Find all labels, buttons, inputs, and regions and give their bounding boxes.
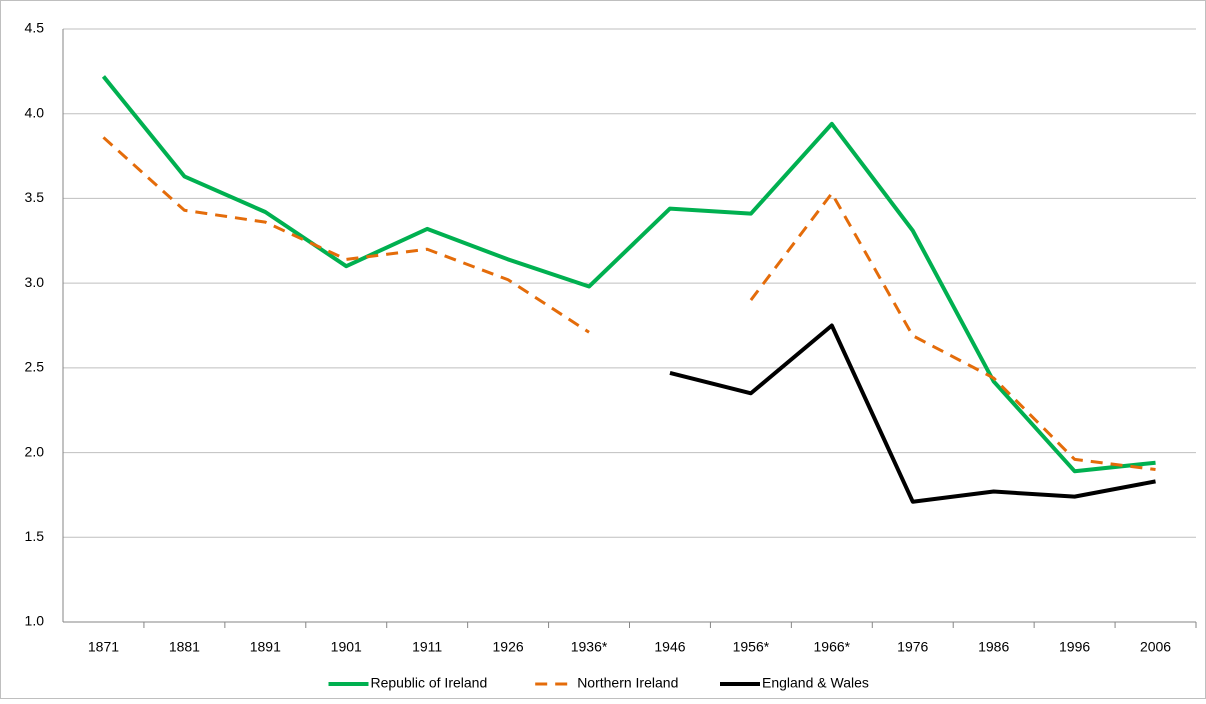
x-tick-label: 1976 bbox=[897, 639, 928, 655]
y-tick-label: 2.0 bbox=[25, 443, 45, 459]
x-tick-label: 1936* bbox=[571, 639, 608, 655]
y-tick-label: 3.5 bbox=[25, 189, 45, 205]
x-tick-label: 1986 bbox=[978, 639, 1009, 655]
legend-label: Republic of Ireland bbox=[371, 675, 488, 691]
x-tick-label: 1946 bbox=[654, 639, 685, 655]
x-tick-label: 1956* bbox=[733, 639, 770, 655]
legend-label: Northern Ireland bbox=[577, 675, 678, 691]
y-tick-label: 1.5 bbox=[25, 528, 45, 544]
y-tick-label: 4.5 bbox=[25, 20, 45, 36]
x-tick-label: 1901 bbox=[331, 639, 362, 655]
series-line bbox=[669, 323, 1156, 504]
x-tick-label: 1926 bbox=[493, 639, 524, 655]
x-tick-label: 1891 bbox=[250, 639, 281, 655]
x-tick-label: 1881 bbox=[169, 639, 200, 655]
x-tick-label: 1871 bbox=[88, 639, 119, 655]
series-line bbox=[102, 136, 1156, 472]
series-line bbox=[101, 75, 1156, 474]
y-tick-label: 2.5 bbox=[25, 359, 45, 375]
x-tick-label: 1911 bbox=[412, 639, 442, 655]
x-tick-label: 1966* bbox=[814, 639, 851, 655]
y-tick-label: 3.0 bbox=[25, 274, 45, 290]
x-tick-label: 2006 bbox=[1140, 639, 1171, 655]
y-tick-label: 1.0 bbox=[25, 613, 45, 629]
legend-label: England & Wales bbox=[762, 675, 869, 691]
x-tick-label: 1996 bbox=[1059, 639, 1090, 655]
y-tick-label: 4.0 bbox=[25, 104, 45, 120]
